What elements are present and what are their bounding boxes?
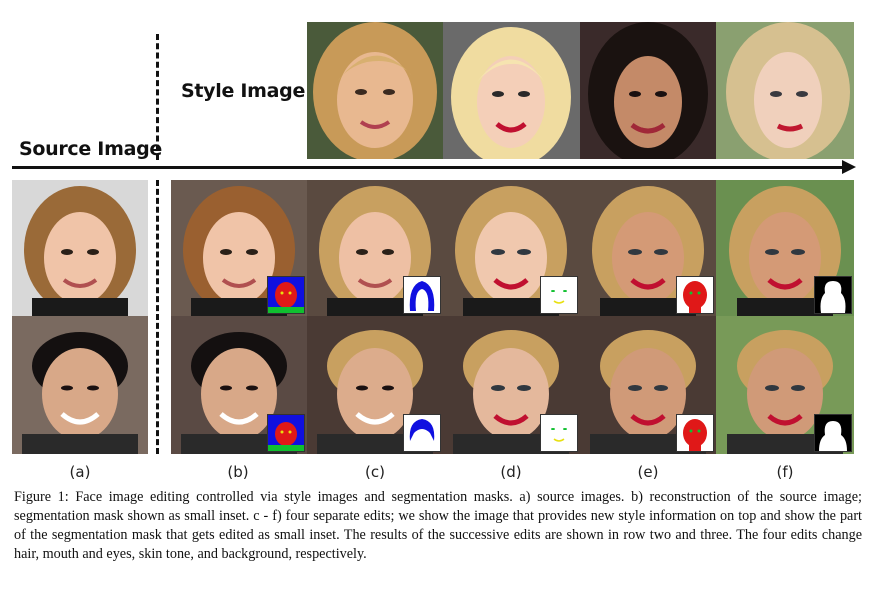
source-image-label: Source Image [19, 138, 162, 160]
mouth-eyes-mask-inset [540, 276, 578, 314]
hair-edit-image-2 [307, 316, 443, 454]
reconstruction-image-2 [171, 316, 307, 454]
hair-mask-inset [403, 414, 441, 452]
skin-edit-image-2 [580, 316, 716, 454]
middle-divider [156, 180, 159, 454]
style-image-label: Style Image [181, 80, 306, 102]
background-edit-image-1 [716, 180, 854, 316]
figure-caption: Figure 1: Face image editing controlled … [14, 489, 862, 562]
skin-mask-inset [676, 276, 714, 314]
style-image-3 [580, 22, 716, 159]
column-label-c: (c) [365, 463, 385, 481]
skin-edit-image-1 [580, 180, 716, 316]
background-mask-inset [814, 276, 852, 314]
arrow-head [842, 160, 856, 174]
column-label-e: (e) [637, 463, 659, 481]
reconstruction-image-1 [171, 180, 307, 316]
style-image-4 [716, 22, 854, 159]
hair-edit-image-1 [307, 180, 443, 316]
column-label-d: (d) [500, 463, 522, 481]
column-label-f: (f) [776, 463, 794, 481]
style-image-2 [443, 22, 580, 159]
top-divider [156, 34, 159, 160]
arrow-line [12, 166, 848, 169]
style-image-1 [307, 22, 443, 159]
mouth-eyes-edit-image-2 [443, 316, 580, 454]
source-image-1 [12, 180, 148, 316]
background-edit-image-2 [716, 316, 854, 454]
source-image-2 [12, 316, 148, 454]
mouth-eyes-mask-inset [540, 414, 578, 452]
segmentation-mask-inset [267, 414, 305, 452]
hair-mask-inset [403, 276, 441, 314]
segmentation-mask-inset [267, 276, 305, 314]
mouth-eyes-edit-image-1 [443, 180, 580, 316]
column-label-b: (b) [227, 463, 249, 481]
background-mask-inset [814, 414, 852, 452]
skin-mask-inset [676, 414, 714, 452]
column-label-a: (a) [69, 463, 91, 481]
